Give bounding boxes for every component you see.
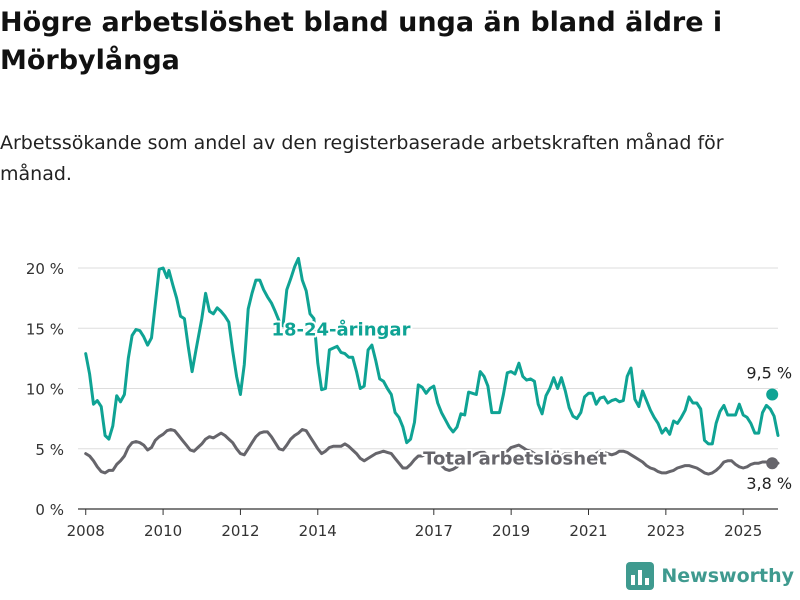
x-tick-label: 2014 [299,522,337,540]
chart-subtitle: Arbetssökande som andel av den registerb… [0,132,724,185]
x-tick-label: 2008 [67,522,105,540]
x-tick-label: 2017 [415,522,453,540]
series-label-youth: 18-24-åringar [271,318,410,340]
series-end-label-youth: 9,5 % [746,364,792,383]
series-end-label-total: 3,8 % [746,474,792,493]
y-tick-label: 0 % [35,501,64,519]
y-tick-label: 5 % [35,441,64,459]
series-line-total [84,428,780,476]
x-tick-label: 2010 [144,522,182,540]
series-lines [84,256,780,476]
brand-logo: Newsworthy [626,562,794,590]
y-axis-tick-labels: 0 % 5 % 10 % 15 % 20 % [26,260,64,519]
x-tick-label: 2019 [492,522,530,540]
x-tick-label: 2025 [724,522,762,540]
x-tick-label: 2023 [647,522,685,540]
x-tick-label: 2021 [569,522,607,540]
y-tick-label: 20 % [26,260,64,278]
series-end-marker-youth [766,388,779,401]
brand-name: Newsworthy [661,565,794,587]
chart-title: Högre arbetslöshet bland unga än bland ä… [0,7,723,76]
x-axis: 2008 2010 2012 2014 2017 2019 2021 2023 2025 [67,508,778,540]
y-tick-label: 10 % [26,381,64,399]
series-end-marker-total [766,457,779,470]
y-tick-label: 15 % [26,320,64,338]
bar-chart-logo-icon [626,562,655,590]
annotations: 9,5 % 3,8 % 18-24-åringar Total arbetslöshe… [269,316,792,493]
x-tick-label: 2012 [221,522,259,540]
series-line-youth [84,256,780,446]
gridlines [78,267,778,450]
series-label-total: Total arbetslöshet [423,448,607,469]
